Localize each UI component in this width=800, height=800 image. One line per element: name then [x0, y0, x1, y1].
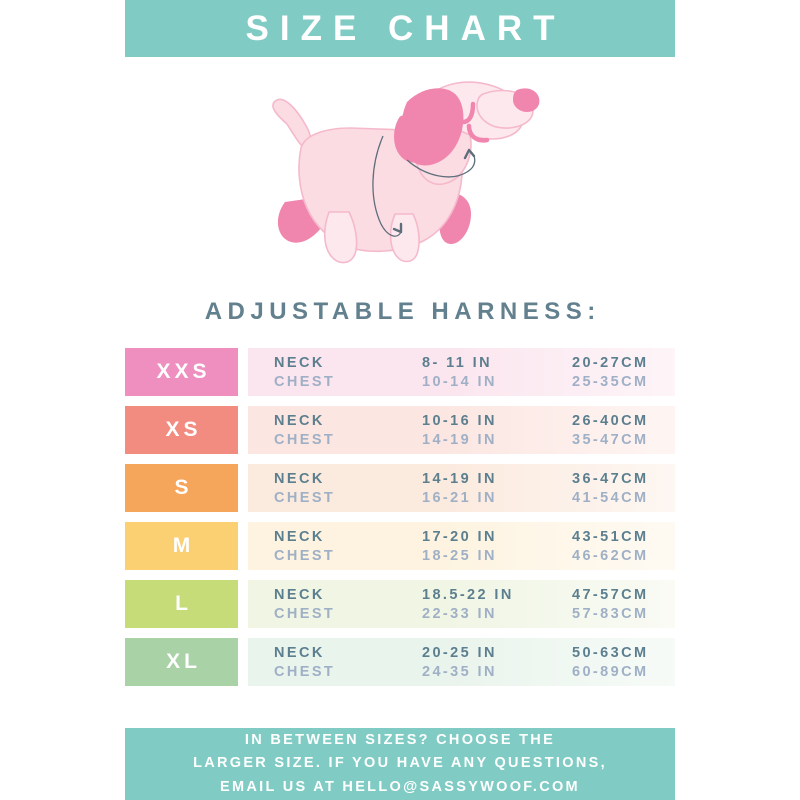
chest-label: CHEST — [274, 663, 336, 680]
chest-label: CHEST — [274, 489, 336, 506]
size-chip: XS — [125, 406, 238, 454]
measurement-panel: NECK 17-20 IN 43-51CM CHEST 18-25 IN 46-… — [248, 522, 675, 570]
chest-label: CHEST — [274, 373, 336, 390]
dog-body-group — [272, 81, 540, 264]
header-banner: SIZE CHART — [125, 0, 675, 57]
size-table: XXS NECK 8- 11 IN 20-27CM CHEST 10-14 IN… — [125, 348, 675, 696]
chest-centimeters: 35-47CM — [572, 431, 649, 448]
footer-line-3: EMAIL US AT HELLO@SASSYWOOF.COM — [220, 778, 580, 795]
chest-label: CHEST — [274, 605, 336, 622]
neck-measure-row: NECK 8- 11 IN 20-27CM — [274, 353, 675, 372]
measurement-panel: NECK 10-16 IN 26-40CM CHEST 14-19 IN 35-… — [248, 406, 675, 454]
chest-inches: 24-35 IN — [422, 663, 497, 680]
neck-label: NECK — [274, 354, 325, 371]
dog-smile — [466, 123, 490, 143]
chest-inches: 18-25 IN — [422, 547, 497, 564]
page-title: SIZE CHART — [245, 9, 566, 48]
chest-inches: 16-21 IN — [422, 489, 497, 506]
footer-line-1: IN BETWEEN SIZES? CHOOSE THE — [244, 732, 556, 749]
neck-centimeters: 26-40CM — [572, 412, 649, 429]
chest-label: CHEST — [274, 431, 336, 448]
footer-line-2: LARGER SIZE. IF YOU HAVE ANY QUESTIONS, — [193, 755, 607, 772]
neck-measure-row: NECK 18.5-22 IN 47-57CM — [274, 585, 675, 604]
chest-centimeters: 60-89CM — [572, 663, 649, 680]
neck-centimeters: 50-63CM — [572, 644, 649, 661]
neck-centimeters: 43-51CM — [572, 528, 649, 545]
chest-measure-row: CHEST 24-35 IN 60-89CM — [274, 662, 675, 681]
table-row: M NECK 17-20 IN 43-51CM CHEST 18-25 IN 4… — [125, 522, 675, 570]
neck-label: NECK — [274, 586, 325, 603]
neck-inches: 14-19 IN — [422, 470, 497, 487]
table-row: L NECK 18.5-22 IN 47-57CM CHEST 22-33 IN… — [125, 580, 675, 628]
chest-label: CHEST — [274, 547, 336, 564]
table-row: XXS NECK 8- 11 IN 20-27CM CHEST 10-14 IN… — [125, 348, 675, 396]
neck-measure-row: NECK 14-19 IN 36-47CM — [274, 469, 675, 488]
chest-centimeters: 25-35CM — [572, 373, 649, 390]
measurement-lines-group — [372, 135, 476, 237]
dog-front-leg-near — [389, 213, 420, 263]
chest-inches: 22-33 IN — [422, 605, 497, 622]
table-row: XS NECK 10-16 IN 26-40CM CHEST 14-19 IN … — [125, 406, 675, 454]
dog-eye — [448, 101, 476, 125]
measurement-panel: NECK 20-25 IN 50-63CM CHEST 24-35 IN 60-… — [248, 638, 675, 686]
neck-inches: 10-16 IN — [422, 412, 497, 429]
chest-measure-line — [372, 135, 402, 237]
neck-measure-arrow — [463, 148, 476, 160]
neck-centimeters: 20-27CM — [572, 354, 649, 371]
chest-measure-arrow — [392, 222, 403, 234]
chest-centimeters: 57-83CM — [572, 605, 649, 622]
chest-measure-row: CHEST 16-21 IN 41-54CM — [274, 488, 675, 507]
size-chip: S — [125, 464, 238, 512]
section-heading: ADJUSTABLE HARNESS: — [204, 298, 601, 325]
table-row: S NECK 14-19 IN 36-47CM CHEST 16-21 IN 4… — [125, 464, 675, 512]
dog-back-leg-near — [323, 211, 358, 264]
chest-measure-row: CHEST 22-33 IN 57-83CM — [274, 604, 675, 623]
chest-centimeters: 41-54CM — [572, 489, 649, 506]
table-row: XL NECK 20-25 IN 50-63CM CHEST 24-35 IN … — [125, 638, 675, 686]
chest-measure-row: CHEST 14-19 IN 35-47CM — [274, 430, 675, 449]
neck-label: NECK — [274, 528, 325, 545]
neck-label: NECK — [274, 470, 325, 487]
dog-ear-fold — [394, 115, 426, 163]
chest-inches: 10-14 IN — [422, 373, 497, 390]
neck-label: NECK — [274, 412, 325, 429]
size-chip: XXS — [125, 348, 238, 396]
chest-inches: 14-19 IN — [422, 431, 497, 448]
measurement-panel: NECK 14-19 IN 36-47CM CHEST 16-21 IN 41-… — [248, 464, 675, 512]
size-chip: M — [125, 522, 238, 570]
neck-measure-row: NECK 10-16 IN 26-40CM — [274, 411, 675, 430]
neck-inches: 17-20 IN — [422, 528, 497, 545]
neck-centimeters: 47-57CM — [572, 586, 649, 603]
neck-inches: 8- 11 IN — [422, 354, 492, 371]
dog-illustration — [255, 72, 545, 272]
neck-label: NECK — [274, 644, 325, 661]
footer-banner: IN BETWEEN SIZES? CHOOSE THE LARGER SIZE… — [125, 728, 675, 800]
neck-measure-row: NECK 20-25 IN 50-63CM — [274, 643, 675, 662]
dog-nose — [513, 88, 540, 112]
size-chip: L — [125, 580, 238, 628]
measurement-panel: NECK 18.5-22 IN 47-57CM CHEST 22-33 IN 5… — [248, 580, 675, 628]
chest-measure-row: CHEST 18-25 IN 46-62CM — [274, 546, 675, 565]
measurement-panel: NECK 8- 11 IN 20-27CM CHEST 10-14 IN 25-… — [248, 348, 675, 396]
size-chip: XL — [125, 638, 238, 686]
chest-measure-row: CHEST 10-14 IN 25-35CM — [274, 372, 675, 391]
neck-inches: 20-25 IN — [422, 644, 497, 661]
neck-measure-row: NECK 17-20 IN 43-51CM — [274, 527, 675, 546]
chest-centimeters: 46-62CM — [572, 547, 649, 564]
neck-inches: 18.5-22 IN — [422, 586, 514, 603]
footer-note: IN BETWEEN SIZES? CHOOSE THE LARGER SIZE… — [193, 729, 607, 799]
neck-centimeters: 36-47CM — [572, 470, 649, 487]
dog-ear — [401, 88, 464, 166]
